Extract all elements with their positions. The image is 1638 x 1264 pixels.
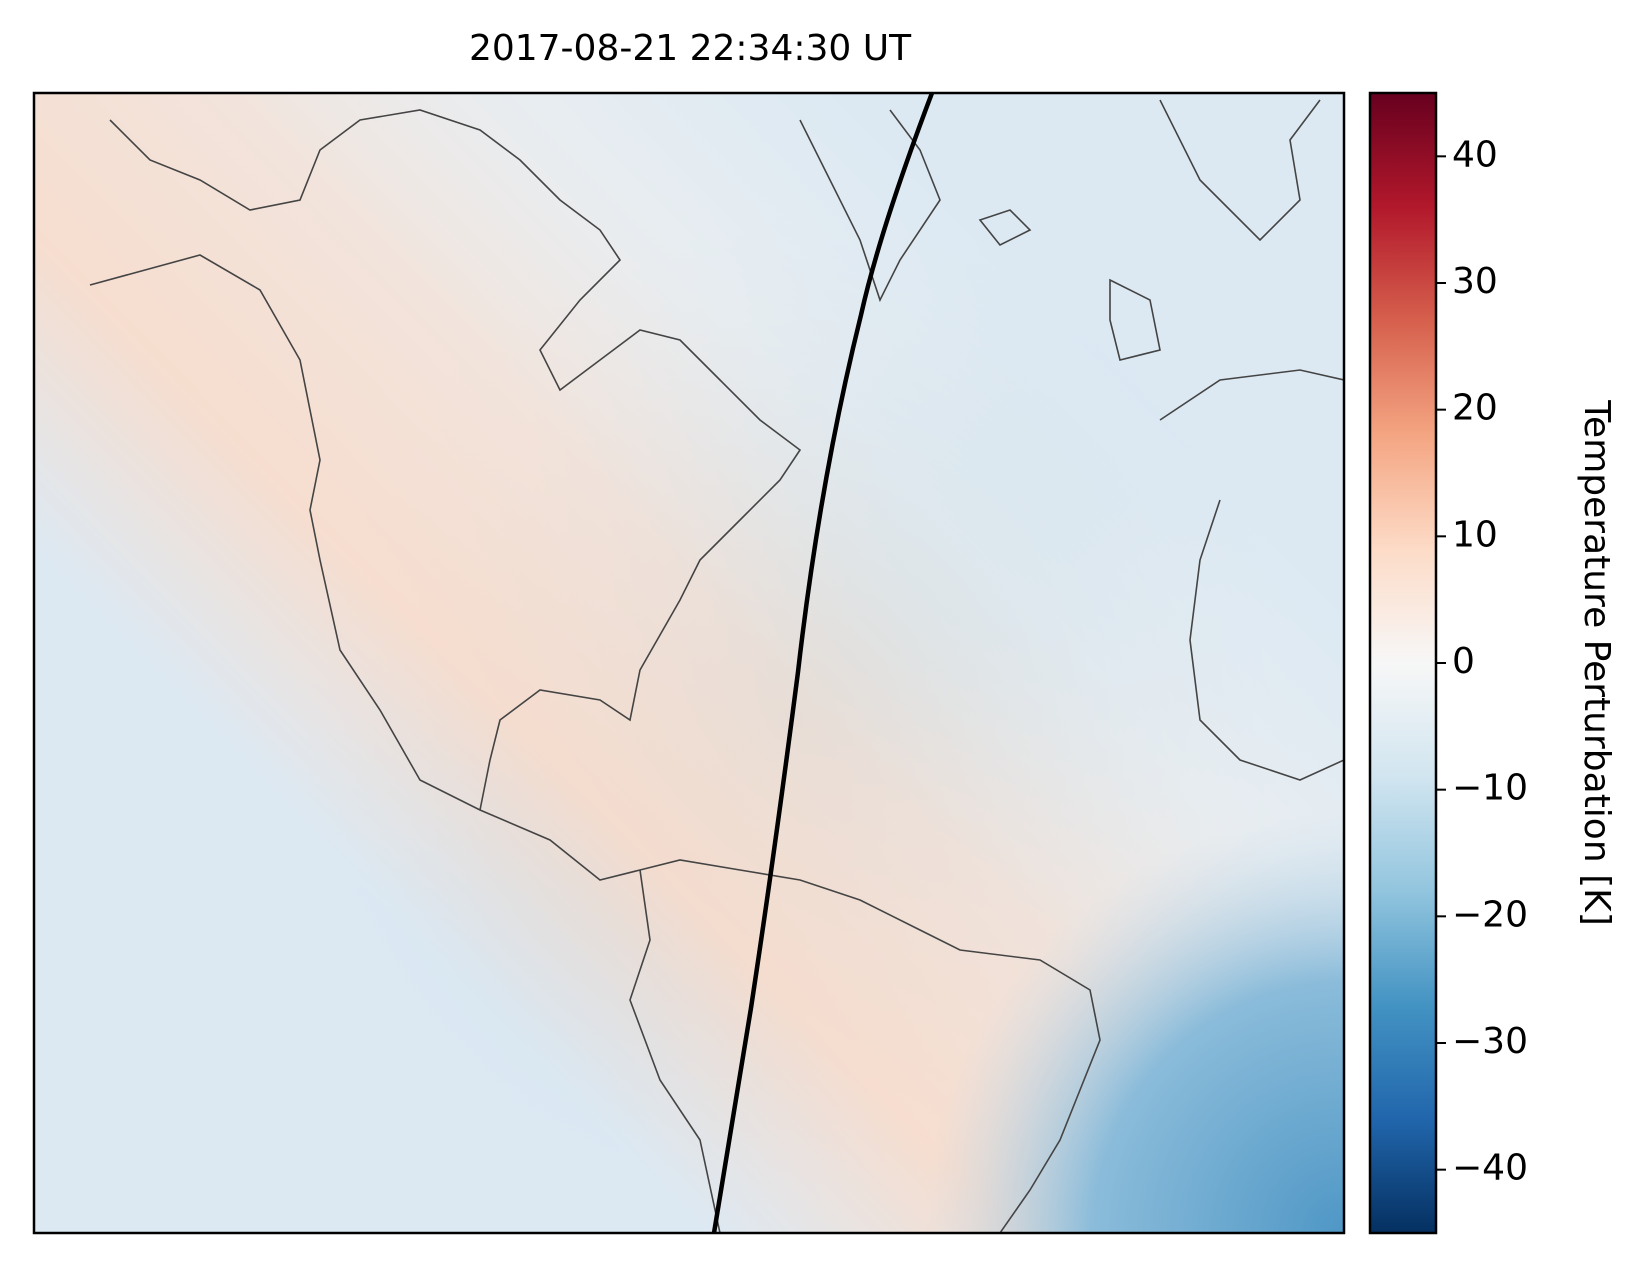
cold-corner — [34, 93, 1344, 1233]
map-title: 2017-08-21 22:34:30 UT — [469, 28, 912, 69]
map-frame — [32, 91, 1346, 1235]
colorbar-fill — [1370, 93, 1436, 1233]
map — [34, 93, 1344, 1233]
colorbar-label: Temperature Perturbation [K] — [1576, 399, 1617, 926]
colorbar-tick-label: 20 — [1452, 388, 1498, 429]
colorbar-tick-label: 10 — [1452, 514, 1498, 555]
colorbar-tick-label: 0 — [1452, 641, 1475, 682]
coastlines — [89, 99, 1344, 1233]
colorbar-tick-label: 40 — [1452, 134, 1498, 175]
eclipse-path — [711, 93, 935, 1233]
colorbar-tick-label: −40 — [1452, 1148, 1528, 1189]
colorbar-tick-label: −20 — [1452, 894, 1528, 935]
colorbar-tick-label: −30 — [1452, 1021, 1528, 1062]
colorbar-tick-label: −10 — [1452, 768, 1528, 809]
colorbar: −40 −30 −20 −10 0 10 20 30 40 — [1368, 91, 1528, 1235]
colorbar-tick-label: 30 — [1452, 261, 1498, 302]
